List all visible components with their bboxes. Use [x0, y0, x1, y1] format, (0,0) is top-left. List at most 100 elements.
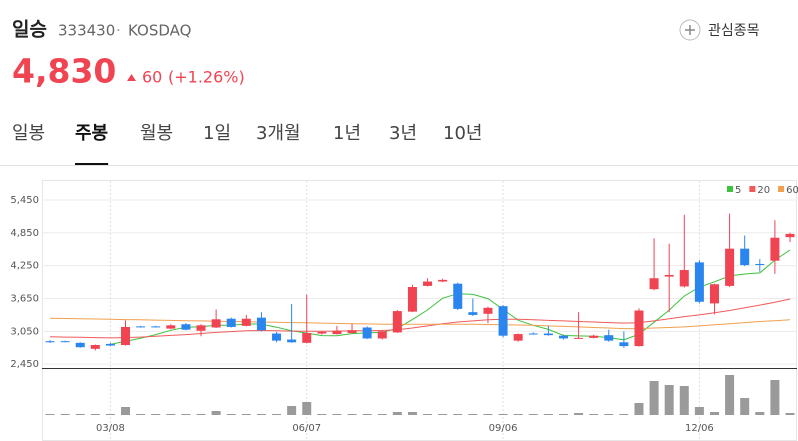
volume-bar: [619, 414, 629, 415]
candle-body: [75, 342, 85, 348]
volume-bar: [151, 414, 161, 415]
stock-name: 일승: [12, 19, 47, 41]
candle-body: [785, 233, 795, 238]
candle-body: [60, 341, 70, 343]
volume-bar: [740, 398, 750, 415]
legend-swatch: [778, 186, 785, 192]
volume-bar: [498, 414, 508, 415]
volume-bar: [45, 414, 55, 415]
chart: 5,450 4,850 4,250 3,650 3,050 2,450 03/08 06/07…: [10, 181, 798, 440]
candle-body: [121, 326, 131, 346]
candle-body: [709, 284, 719, 304]
candle-body: [302, 332, 312, 343]
candle-body: [649, 278, 659, 290]
add-icon[interactable]: [679, 19, 701, 41]
volume-bar: [558, 414, 568, 415]
candle-body: [151, 326, 161, 328]
candle-body: [483, 307, 493, 314]
ma-line: [49, 298, 791, 339]
candle-body: [619, 342, 629, 347]
candle-body: [679, 270, 689, 287]
candle-body: [664, 274, 674, 277]
volume-bar: [272, 414, 282, 415]
legend-label: 60: [786, 185, 798, 196]
volume-bar: [574, 413, 584, 415]
candle-body: [347, 330, 357, 333]
x-tick-label: 03/08: [96, 423, 125, 434]
candle-body: [513, 334, 523, 341]
y-tick-label: 5,450: [10, 195, 39, 206]
candle-body: [755, 264, 765, 266]
tab[interactable]: 3개월: [256, 123, 301, 144]
candle-body: [181, 324, 191, 330]
volume-bar: [377, 414, 387, 415]
tab[interactable]: 3년: [389, 123, 417, 144]
volume-bar: [302, 402, 312, 415]
candle-body: [453, 283, 463, 309]
volume-bar: [543, 414, 553, 415]
volume-bar: [468, 414, 478, 415]
volume-bar: [362, 414, 372, 415]
candle-body: [90, 345, 100, 349]
y-tick-label: 4,250: [10, 261, 39, 272]
candle-body: [287, 339, 297, 343]
candle-body: [740, 248, 750, 266]
tab[interactable]: 10년: [443, 123, 482, 144]
tab[interactable]: 1년: [333, 123, 361, 144]
volume-bar: [256, 414, 266, 415]
tab[interactable]: 1일: [203, 123, 231, 144]
volume-bar: [332, 414, 342, 415]
candle-body: [407, 286, 417, 312]
up-arrow: [127, 74, 136, 81]
legend-swatch: [749, 186, 756, 192]
volume-bar: [166, 414, 176, 415]
candle-body: [241, 318, 251, 326]
tab[interactable]: 일봉: [12, 123, 45, 144]
volume-bar: [226, 414, 236, 415]
candle-body: [528, 333, 538, 335]
volume-bar: [423, 414, 433, 415]
candle-body: [226, 318, 236, 327]
candle-body: [438, 279, 448, 282]
volume-bar: [513, 414, 523, 415]
candle-body: [332, 330, 342, 335]
legend-swatch: [727, 186, 733, 192]
volume-bar: [634, 403, 644, 415]
volume-bar: [136, 414, 146, 415]
ma-line: [110, 249, 791, 345]
volume-bar: [483, 414, 493, 415]
x-tick-label: 06/07: [292, 423, 321, 434]
market: KOSDAQ: [128, 22, 191, 40]
candle-body: [392, 311, 402, 333]
candle-body: [211, 319, 221, 328]
candle-body: [770, 237, 780, 261]
volume-bar: [407, 412, 417, 415]
candle-body: [136, 326, 146, 328]
volume-bar: [181, 414, 191, 415]
tab[interactable]: 주봉: [75, 123, 108, 144]
candle-body: [105, 343, 115, 346]
y-tick-label: 3,650: [10, 293, 39, 304]
x-tick-label: 09/06: [489, 423, 518, 434]
candle-body: [362, 327, 372, 339]
candle-body: [423, 281, 433, 286]
y-tick-label: 4,850: [10, 228, 39, 239]
volume-bar: [287, 406, 297, 415]
volume-bar: [105, 414, 115, 415]
volume-bar: [317, 414, 327, 415]
y-tick-label: 2,450: [10, 359, 39, 370]
volume-bar: [694, 407, 704, 415]
volume-bar: [770, 380, 780, 415]
watch-button[interactable]: 관심종목: [708, 23, 760, 39]
legend-label: 20: [757, 185, 770, 196]
candle-body: [377, 331, 387, 339]
tabs: 일봉 주봉 월봉 1일 3개월 1년 3년 10년: [12, 123, 482, 165]
tab[interactable]: 월봉: [140, 123, 173, 144]
change-pct: (+1.26%): [168, 68, 245, 87]
volume-bar: [241, 414, 251, 415]
stock-code: 333430: [58, 22, 115, 40]
candle-body: [543, 333, 553, 336]
volume-bar: [604, 414, 614, 415]
volume-bar: [90, 414, 100, 415]
change: 60: [142, 68, 162, 87]
